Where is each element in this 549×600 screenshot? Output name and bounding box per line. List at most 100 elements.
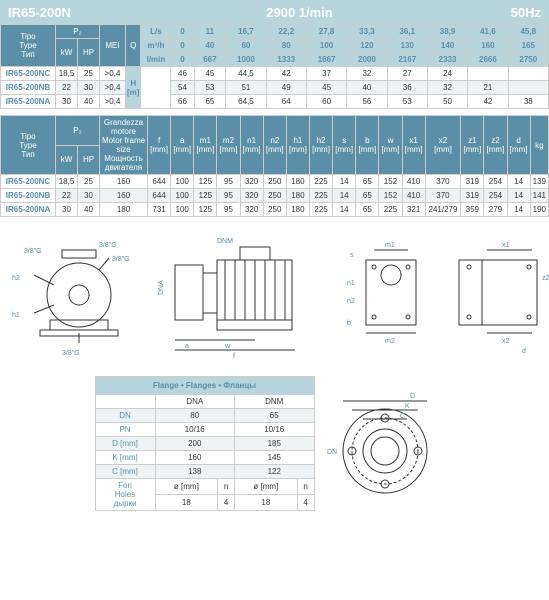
perf-cell: 53	[387, 95, 427, 109]
holes-label: Fori	[97, 481, 154, 490]
lmin-val: 2000	[347, 53, 387, 67]
hp-label: HP	[78, 39, 100, 67]
type-label: Тип	[2, 50, 54, 59]
dim-cell: 225	[309, 175, 332, 189]
dim-cell: 95	[217, 189, 240, 203]
dim-col: f[mm]	[148, 116, 171, 175]
flange-cell: 160	[155, 451, 234, 465]
flange-cell: 80	[155, 409, 234, 423]
flange-section: Flange • Flanges • Фланцы DNA DNM DN 80 …	[95, 376, 455, 511]
holes-label: дырки	[97, 499, 154, 508]
dim-cell: 95	[217, 175, 240, 189]
header-hz: 50Hz	[441, 5, 541, 20]
mei-cell: >0,4	[100, 81, 126, 95]
perf-cell: 46	[171, 67, 194, 81]
dim-m1: m1	[385, 242, 395, 249]
lmin-val: 1333	[266, 53, 306, 67]
flange-cell: 10/16	[234, 423, 314, 437]
dim-b: b	[347, 320, 351, 327]
flange-row-label: C [mm]	[95, 465, 155, 479]
holes-val: 18	[155, 495, 218, 511]
dim-cell: 279	[484, 203, 507, 217]
dim-cell: 320	[240, 203, 263, 217]
dim-cell: 65	[356, 189, 379, 203]
m3h-val: 0	[171, 39, 194, 53]
dim-cell: 319	[461, 175, 484, 189]
dim-g38: 3/8"G	[99, 242, 117, 249]
diagram-front: 3/8"G 3/8"G 3/8"G 3/8"G h2 h1	[4, 225, 149, 360]
perf-cell: 51	[226, 81, 266, 95]
perf-cell: 65	[194, 95, 226, 109]
perf-cell: 45	[194, 67, 226, 81]
dim-cell: 190	[530, 203, 548, 217]
model-cell: IR65-200NC	[1, 67, 56, 81]
kw-cell: 30	[56, 203, 78, 217]
flange-row-label: PN	[95, 423, 155, 437]
dim-cell: 14	[333, 189, 356, 203]
holes-val: 4	[218, 495, 235, 511]
ls-label: L/s	[141, 25, 171, 39]
kw-cell: 30	[56, 95, 78, 109]
holes-col: n	[297, 479, 314, 495]
holes-col: ø [mm]	[234, 479, 297, 495]
dim-col: h2[mm]	[309, 116, 332, 175]
perf-cell: 44,5	[226, 67, 266, 81]
dim-cell: 225	[309, 189, 332, 203]
perf-cell: 66	[171, 95, 194, 109]
dim-cell: 100	[171, 203, 194, 217]
dim-d: d	[522, 348, 526, 355]
flange-cell: 122	[234, 465, 314, 479]
dim-col: z1[mm]	[461, 116, 484, 175]
perf-cell: 21	[468, 81, 508, 95]
dim-g38: 3/8"G	[112, 256, 130, 263]
flange-diagram: D K C DN	[315, 376, 445, 506]
lmin-val: 2333	[427, 53, 467, 67]
flange-cell: 200	[155, 437, 234, 451]
perf-cell	[468, 67, 508, 81]
hp-label: HP	[78, 145, 100, 175]
m3h-val: 120	[347, 39, 387, 53]
q-label: Q	[126, 25, 141, 67]
dimensions-table: Tipo Type Тип P₂ Grandezza motore Motor …	[0, 115, 549, 217]
flange-k: K	[405, 403, 410, 410]
dim-col: x2[mm]	[425, 116, 461, 175]
flange-c: C	[400, 413, 405, 420]
dim-cell: 65	[356, 175, 379, 189]
diagram-top: m1 m2 s n1 n2 b	[341, 225, 441, 360]
dim-h2: h2	[12, 275, 20, 282]
dim-cell: 370	[425, 175, 461, 189]
perf-cell: 42	[468, 95, 508, 109]
motor-label: Grandezza motore	[101, 118, 146, 136]
m3h-val: 40	[194, 39, 226, 53]
dim-cell: 254	[484, 189, 507, 203]
flange-cell: 138	[155, 465, 234, 479]
dim-cell: 319	[461, 189, 484, 203]
dim-cell: 320	[240, 175, 263, 189]
flange-d: D	[410, 393, 415, 400]
dim-cell: 250	[263, 175, 286, 189]
hp-cell: 25	[78, 67, 100, 81]
dim-dnm: DNM	[217, 238, 233, 245]
dim-cell: 250	[263, 203, 286, 217]
dim-cell: 95	[217, 203, 240, 217]
lmin-label: l/min	[141, 53, 171, 67]
dim-cell: 644	[148, 189, 171, 203]
perf-cell	[508, 67, 548, 81]
dim-col: d[mm]	[507, 116, 530, 175]
m3h-val: 100	[306, 39, 346, 53]
dim-cell: 125	[194, 189, 217, 203]
hp-cell: 40	[78, 95, 100, 109]
perf-cell: 50	[427, 95, 467, 109]
flange-col: DNM	[234, 395, 314, 409]
flange-col: DNA	[155, 395, 234, 409]
hm-label: H [m]	[126, 67, 141, 109]
dim-dna: DNA	[158, 280, 165, 295]
dim-h1: h1	[12, 312, 20, 319]
kw-cell: 22	[56, 189, 78, 203]
perf-cell: 37	[306, 67, 346, 81]
lmin-val: 2167	[387, 53, 427, 67]
flange-row-label: D [mm]	[95, 437, 155, 451]
perf-cell: 24	[427, 67, 467, 81]
m3h-val: 160	[468, 39, 508, 53]
dim-cell: 139	[530, 175, 548, 189]
